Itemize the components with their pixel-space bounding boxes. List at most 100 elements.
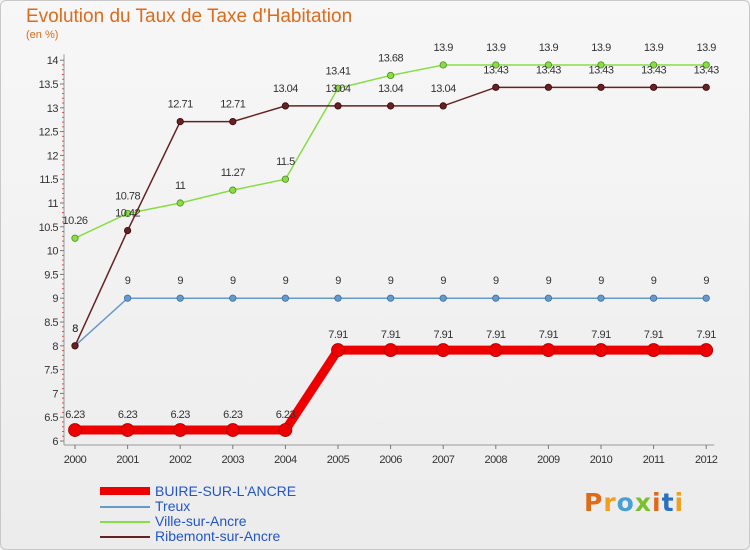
data-label: 11.5 (276, 156, 295, 168)
data-point (124, 294, 132, 302)
data-point (225, 423, 240, 437)
data-point (492, 61, 500, 69)
data-point (702, 61, 710, 69)
data-point (334, 84, 342, 92)
y-tick-label: 6.5 (44, 412, 58, 424)
data-label: 13.04 (325, 83, 350, 95)
data-label: 10.26 (62, 215, 87, 227)
y-tick-label: 10.5 (39, 222, 59, 234)
data-label: 9 (388, 275, 394, 287)
data-label: 9 (546, 275, 552, 287)
y-tick-label: 11 (48, 198, 59, 210)
y-tick-label: 7.5 (44, 365, 58, 377)
data-point (334, 294, 342, 302)
legend-label-buire: BUIRE-SUR-L'ANCRE (155, 483, 297, 499)
x-tick-label: 2003 (222, 454, 245, 466)
data-label: 8 (72, 323, 78, 335)
data-label: 9 (703, 275, 709, 287)
data-point (68, 423, 82, 437)
data-point (597, 294, 605, 302)
data-point (383, 343, 398, 357)
data-label: 13.9 (696, 42, 716, 54)
data-point (278, 423, 293, 437)
y-tick-label: 13 (47, 103, 59, 115)
data-point (544, 83, 553, 91)
data-label: 7.91 (486, 329, 506, 341)
data-label: 13.43 (694, 64, 719, 76)
data-point (649, 83, 658, 91)
y-tick-label: 8.5 (44, 317, 58, 329)
data-point (281, 175, 289, 183)
data-point (488, 343, 503, 357)
data-label: 13.41 (325, 65, 350, 77)
data-label: 12.71 (168, 99, 193, 111)
data-point (492, 294, 500, 302)
data-point (176, 118, 184, 126)
data-point (646, 343, 661, 357)
data-label: 11.27 (221, 167, 246, 179)
y-tick-label: 8 (52, 341, 58, 353)
data-point (386, 294, 395, 302)
data-point (702, 294, 710, 302)
x-tick-label: 2011 (643, 454, 665, 466)
data-label: 13.9 (433, 42, 453, 54)
data-label: 9 (440, 275, 446, 287)
data-point (386, 71, 395, 80)
data-point (331, 343, 345, 357)
data-label: 7.91 (696, 329, 716, 341)
data-point (439, 294, 447, 302)
x-tick-label: 2007 (432, 454, 455, 466)
legend-label-ville: Ville-sur-Ancre (155, 513, 247, 529)
data-label: 13.43 (641, 64, 666, 76)
data-label: 13.43 (483, 64, 508, 76)
data-label: 9 (651, 275, 657, 287)
legend-label-ribemont: Ribemont-sur-Ancre (155, 528, 281, 544)
data-label: 6.23 (118, 409, 138, 421)
x-tick-label: 2005 (327, 454, 350, 466)
data-point (544, 61, 553, 69)
data-label: 6.23 (276, 409, 296, 421)
legend-label-treux: Treux (155, 498, 191, 514)
y-tick-label: 10 (47, 246, 59, 258)
data-label: 13.43 (536, 64, 561, 76)
data-point (439, 61, 447, 69)
y-tick-label: 13.5 (39, 79, 59, 91)
data-point (229, 294, 237, 302)
series-line-3 (74, 86, 707, 347)
data-point (124, 227, 132, 235)
data-label: 9 (125, 275, 131, 287)
data-point (649, 61, 658, 69)
data-label: 9 (177, 275, 183, 287)
data-point (439, 102, 447, 110)
data-point (492, 83, 500, 91)
data-label: 13.04 (273, 83, 298, 95)
data-point (176, 199, 184, 207)
y-tick-label: 12 (47, 150, 59, 162)
data-point (541, 343, 556, 357)
data-label: 7.91 (591, 329, 611, 341)
y-tick-label: 9.5 (44, 269, 58, 281)
brand-letter: i (652, 488, 662, 517)
brand-letter: P (584, 488, 604, 517)
brand-letter: r (603, 488, 617, 517)
data-label: 11 (175, 180, 186, 192)
data-point (173, 423, 188, 437)
y-tick-label: 11.5 (39, 174, 58, 186)
data-label: 7.91 (381, 329, 401, 341)
data-label: 12.71 (220, 99, 245, 111)
data-label: 13.9 (644, 42, 664, 54)
data-label: 13.9 (486, 42, 506, 54)
chart-title: Evolution du Taux de Taxe d'Habitation (26, 6, 353, 27)
data-label: 9 (283, 275, 289, 287)
brand-letter: o (616, 488, 635, 517)
data-point (597, 61, 605, 69)
y-tick-label: 12.5 (39, 127, 59, 139)
data-point (544, 294, 553, 302)
brand-letter: i (674, 488, 685, 517)
data-point (334, 102, 342, 110)
legend-swatch-treux (100, 506, 150, 508)
data-point (71, 342, 79, 350)
data-label: 13.9 (591, 42, 611, 54)
data-label: 13.9 (539, 42, 559, 54)
data-label: 6.23 (223, 409, 243, 421)
